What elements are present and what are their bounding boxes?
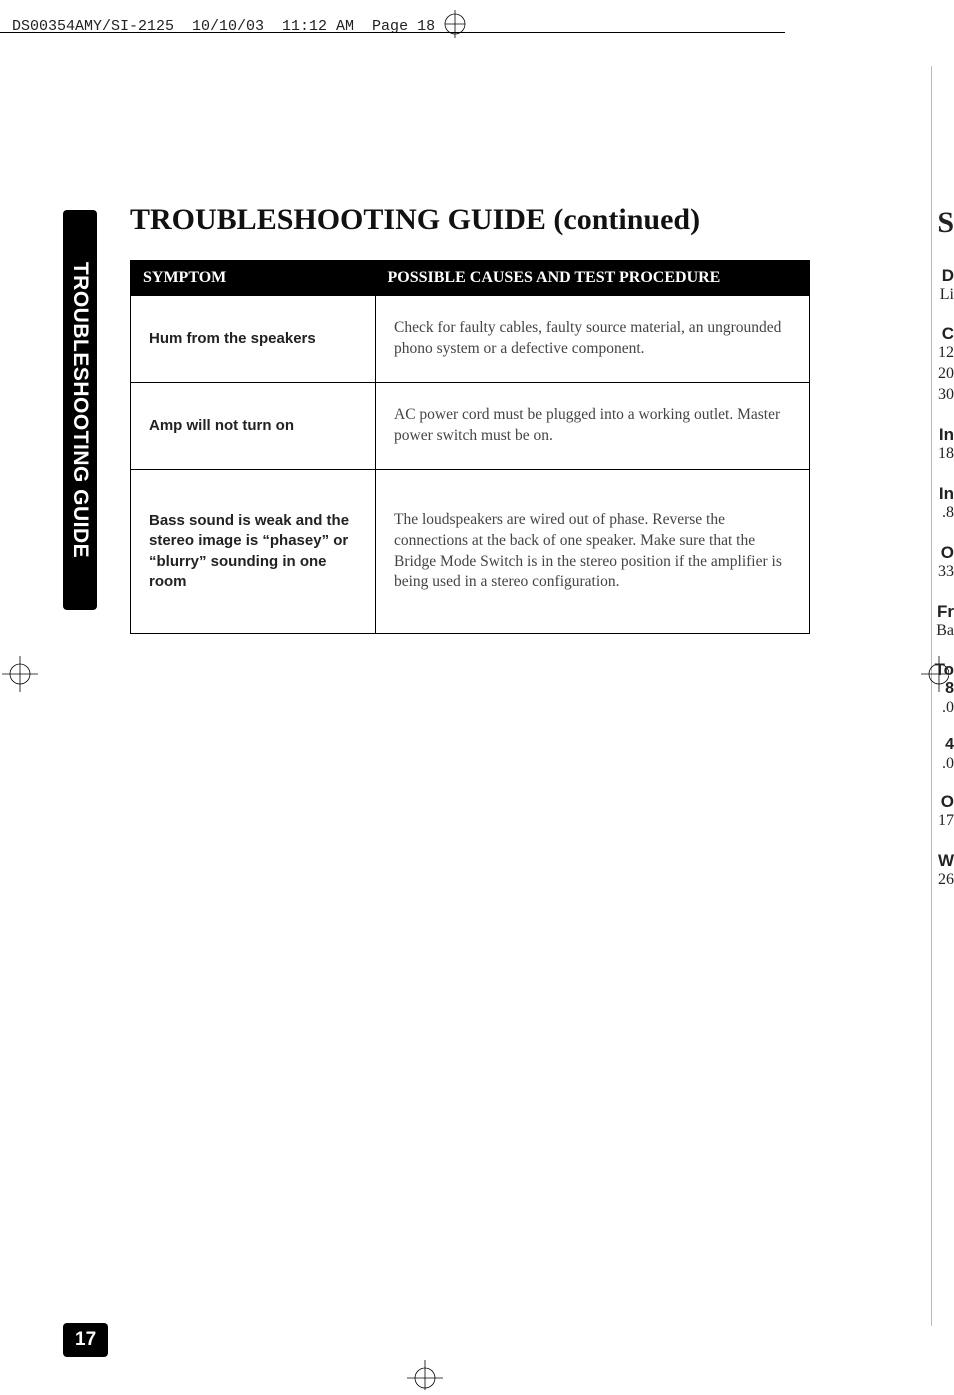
edge-fragment: .8 [942,504,954,522]
page-number: 17 [63,1323,108,1357]
edge-fragment: To [934,660,954,680]
edge-fragment: Ba [936,622,954,640]
edge-fragment: 18 [938,445,954,463]
page: DS00354AMY/SI-2125 10/10/03 11:12 AM Pag… [0,0,954,1395]
table-row: Bass sound is weak and the stereo image … [131,469,810,634]
edge-fragment: S [937,206,954,240]
cell-symptom: Amp will not turn on [131,382,376,469]
registration-mark-left [0,654,40,699]
page-title: TROUBLESHOOTING GUIDE (continued) [130,203,700,237]
edge-fragment: O [941,792,954,812]
edge-fragment: 4 [945,736,954,754]
edge-fragment: 17 [938,812,954,830]
edge-fragment: O [941,543,954,563]
cell-cause: The loudspeakers are wired out of phase.… [376,469,810,634]
cell-symptom: Bass sound is weak and the stereo image … [131,469,376,634]
header-rule [0,32,785,33]
section-side-tab: TROUBLESHOOTING GUIDE [63,210,97,610]
edge-fragment: 33 [938,563,954,581]
edge-fragment: Fr [937,602,954,622]
edge-fragment: W [938,851,954,871]
cell-cause: AC power cord must be plugged into a wor… [376,382,810,469]
registration-mark-bottom [405,1360,445,1395]
edge-fragment: 20 [938,365,954,383]
col-header-cause: POSSIBLE CAUSES AND TEST PROCEDURE [376,261,810,296]
edge-fragment: In [939,425,954,445]
edge-fragment: 30 [938,386,954,404]
edge-fragment: .0 [942,699,954,717]
edge-fragment: In [939,484,954,504]
cell-cause: Check for faulty cables, faulty source m… [376,296,810,383]
table-header-row: SYMPTOM POSSIBLE CAUSES AND TEST PROCEDU… [131,261,810,296]
edge-fragment: 26 [938,871,954,889]
section-side-tab-label: TROUBLESHOOTING GUIDE [68,262,92,558]
edge-fragment: 12 [938,344,954,362]
edge-fragment: D [942,266,954,286]
print-header: DS00354AMY/SI-2125 10/10/03 11:12 AM Pag… [12,10,924,43]
cell-symptom: Hum from the speakers [131,296,376,383]
troubleshooting-table: SYMPTOM POSSIBLE CAUSES AND TEST PROCEDU… [130,260,810,634]
edge-fragment: C [942,324,954,344]
edge-fragment: 8 [945,680,954,698]
edge-fragment: .0 [942,755,954,773]
table-row: Amp will not turn on AC power cord must … [131,382,810,469]
table-row: Hum from the speakers Check for faulty c… [131,296,810,383]
page-fold-icon [441,10,469,43]
col-header-symptom: SYMPTOM [131,261,376,296]
edge-fragment: Li [940,286,954,304]
